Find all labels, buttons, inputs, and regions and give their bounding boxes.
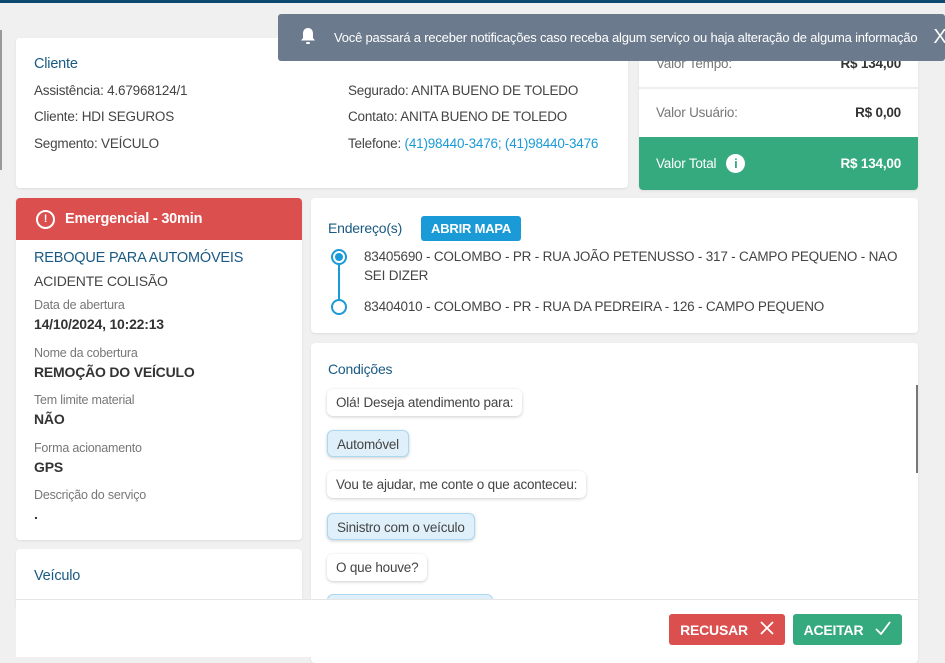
chat-answer: Automóvel — [327, 430, 409, 457]
accept-button[interactable]: ACEITAR — [793, 614, 902, 645]
vehicle-title: Veículo — [34, 568, 81, 584]
toast-message: Você passará a receber notificações caso… — [334, 30, 918, 45]
footer-bar: RECUSAR ACEITAR — [16, 599, 918, 657]
field-label: Tem limite material — [34, 393, 135, 407]
alert-icon: ! — [36, 209, 55, 229]
valor-usuario-label: Valor Usuário: — [656, 105, 738, 120]
address-item: 83405690 - COLOMBO - PR - RUA JOÃO PETEN… — [364, 249, 898, 283]
service-sub: ACIDENTE COLISÃO — [34, 273, 168, 289]
contato: Contato: ANITA BUENO DE TOLEDO — [348, 109, 568, 124]
emergency-badge: ! Emergencial - 30min — [16, 198, 302, 240]
route-line — [338, 263, 340, 308]
service-name: REBOQUE PARA AUTOMÓVEIS — [34, 250, 244, 266]
notification-toast: Você passará a receber notificações caso… — [278, 14, 945, 61]
chat-answer: Sinistro com o veículo — [327, 513, 475, 540]
emergency-label: Emergencial - 30min — [65, 211, 203, 227]
conditions-card: Condições Olá! Deseja atendimento para: A… — [311, 343, 918, 663]
telefone-link[interactable]: (41)98440-3476; (41)98440-3476 — [404, 136, 599, 151]
chat-question: Vou te ajudar, me conte o que aconteceu: — [327, 471, 587, 498]
field-label: Data de abertura — [34, 298, 125, 312]
chat-question: O que houve? — [327, 554, 428, 581]
close-icon — [760, 621, 774, 638]
field-label: Nome da cobertura — [34, 345, 138, 360]
field-label: Descrição do serviço — [34, 488, 147, 502]
conditions-title: Condições — [328, 361, 393, 377]
origin-marker-icon — [331, 249, 347, 265]
assistencia: Assistência: 4.67968124/1 — [34, 83, 188, 98]
info-icon[interactable]: i — [726, 154, 746, 173]
valor-usuario: R$ 0,00 — [855, 105, 901, 120]
field-value: . — [34, 506, 38, 522]
refuse-button[interactable]: RECUSAR — [669, 614, 785, 645]
cliente: Cliente: HDI SEGUROS — [34, 109, 175, 124]
divider — [0, 30, 2, 170]
valor-total-row: Valor Total i R$ 134,00 — [639, 137, 918, 190]
valor-total-label: Valor Total — [656, 156, 717, 171]
field-value: NÃO — [34, 411, 65, 427]
top-bar — [0, 0, 945, 3]
service-card: ! Emergencial - 30min REBOQUE PARA AUTOM… — [16, 198, 302, 540]
scrollbar[interactable] — [916, 385, 918, 473]
open-map-button[interactable]: ABRIR MAPA — [421, 216, 522, 241]
refuse-label: RECUSAR — [680, 621, 748, 638]
check-icon — [875, 621, 892, 638]
address-card: Endereço(s) ABRIR MAPA 83405690 - COLOMB… — [311, 198, 918, 333]
field-value: 14/10/2024, 10:22:13 — [34, 316, 164, 332]
field-label: Forma acionamento — [34, 440, 142, 455]
telefone-label: Telefone: — [348, 136, 405, 151]
segmento: Segmento: VEÍCULO — [34, 136, 159, 151]
chat-question: Olá! Deseja atendimento para: — [327, 389, 523, 416]
close-icon[interactable]: X — [933, 26, 945, 48]
bell-icon — [300, 27, 316, 48]
field-value: REMOÇÃO DO VEÍCULO — [34, 363, 195, 380]
destination-marker-icon — [331, 299, 347, 315]
address-title: Endereço(s) — [328, 220, 403, 236]
address-item: 83404010 - COLOMBO - PR - RUA DA PEDREIR… — [364, 299, 825, 314]
valor-total: R$ 134,00 — [840, 156, 902, 171]
divider — [639, 87, 918, 89]
segurado: Segurado: ANITA BUENO DE TOLEDO — [348, 83, 579, 98]
telefone: Telefone: (41)98440-3476; (41)98440-3476 — [348, 136, 598, 151]
client-card: Cliente Assistência: 4.67968124/1 Client… — [16, 38, 628, 188]
client-title: Cliente — [34, 56, 78, 72]
field-value: GPS — [34, 458, 63, 475]
accept-label: ACEITAR — [803, 621, 864, 638]
values-card: Valor Tempo: R$ 134,00 Valor Usuário: R$ 0… — [639, 38, 918, 190]
